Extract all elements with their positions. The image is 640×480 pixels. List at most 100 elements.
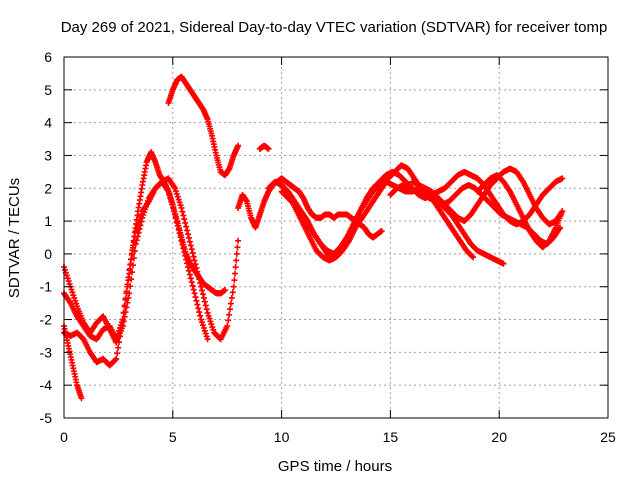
data-point: [121, 303, 128, 310]
data-point: [191, 257, 198, 264]
data-point: [233, 250, 240, 257]
data-point: [189, 249, 196, 256]
data-point: [144, 197, 151, 204]
data-point: [203, 333, 210, 340]
y-tick-label: 5: [44, 82, 52, 98]
data-point: [195, 305, 202, 312]
data-point: [69, 289, 76, 296]
data-point: [189, 282, 196, 289]
y-tick-label: 6: [44, 49, 52, 65]
data-point: [142, 206, 149, 213]
data-point: [205, 312, 212, 319]
data-point: [210, 326, 217, 333]
data-point: [176, 199, 183, 206]
data-point: [116, 339, 123, 346]
data-point: [70, 292, 77, 299]
y-tick-label: 1: [44, 213, 52, 229]
data-point: [231, 270, 238, 277]
data-point: [222, 287, 229, 294]
data-point: [231, 277, 238, 284]
data-point: [71, 294, 78, 301]
series-pass-4: [61, 149, 229, 369]
data-point: [185, 231, 192, 238]
series-pass-13: [474, 172, 566, 251]
data-point: [63, 272, 70, 279]
data-point: [185, 267, 192, 274]
data-point: [193, 297, 200, 304]
data-point: [143, 200, 150, 207]
data-point: [199, 322, 206, 329]
y-tick-label: 3: [44, 147, 52, 163]
data-point: [200, 324, 207, 331]
x-tick-label: 5: [169, 429, 177, 445]
data-point: [470, 254, 477, 261]
y-tick-label: -4: [40, 377, 53, 393]
data-point: [226, 306, 233, 313]
data-point: [137, 222, 144, 229]
data-point: [206, 315, 213, 322]
data-point: [202, 302, 209, 309]
data-point: [174, 193, 181, 200]
data-point: [190, 253, 197, 260]
series-pass-3: [61, 175, 242, 346]
x-tick-label: 25: [600, 429, 616, 445]
data-point: [209, 324, 216, 331]
data-point: [500, 260, 507, 267]
data-point: [78, 395, 85, 402]
data-point: [188, 246, 195, 253]
data-point: [183, 223, 190, 230]
data-point: [138, 218, 145, 225]
data-point: [113, 355, 120, 362]
data-point: [234, 244, 241, 251]
data-point: [119, 316, 126, 323]
data-point: [186, 238, 193, 245]
data-point: [123, 290, 130, 297]
data-point: [139, 214, 146, 221]
data-point: [172, 188, 179, 195]
data-point: [235, 237, 242, 244]
data-point: [225, 317, 232, 324]
data-point: [203, 306, 210, 313]
data-point: [116, 333, 123, 340]
series-pass-5: [165, 73, 242, 179]
data-point: [141, 209, 148, 216]
x-tick-label: 10: [274, 429, 290, 445]
y-tick-label: 4: [44, 115, 52, 131]
plot-frame: [63, 56, 609, 419]
data-point: [175, 196, 182, 203]
data-point: [204, 309, 211, 316]
data-point: [124, 283, 131, 290]
data-point: [559, 175, 566, 182]
data-point: [228, 294, 235, 301]
data-point: [64, 275, 71, 282]
data-point: [188, 279, 195, 286]
data-point: [204, 336, 211, 343]
data-point: [179, 208, 186, 215]
data-markers: [61, 73, 566, 402]
data-point: [187, 242, 194, 249]
data-point: [68, 286, 75, 293]
axis-ticks: -5 -4 -3 -2 -1 0 1 2 3 4 5 6 0 5 10 15 20 25: [40, 49, 616, 445]
y-tick-label: -1: [40, 279, 53, 295]
data-point: [227, 300, 234, 307]
data-point: [140, 211, 147, 218]
gridlines: [64, 57, 608, 418]
data-point: [119, 323, 126, 330]
data-point: [198, 316, 205, 323]
data-point: [469, 253, 476, 260]
data-point: [208, 321, 215, 328]
data-point: [61, 266, 68, 273]
data-point: [201, 327, 208, 334]
data-point: [117, 327, 124, 334]
data-point: [73, 300, 80, 307]
data-point: [196, 309, 203, 316]
data-point: [200, 294, 207, 301]
y-axis-label: SDTVAR / TECUs: [6, 178, 23, 298]
data-point: [177, 202, 184, 209]
data-point: [199, 319, 206, 326]
data-point: [115, 344, 122, 351]
data-point: [65, 278, 72, 285]
data-point: [171, 185, 178, 192]
data-point: [194, 301, 201, 308]
